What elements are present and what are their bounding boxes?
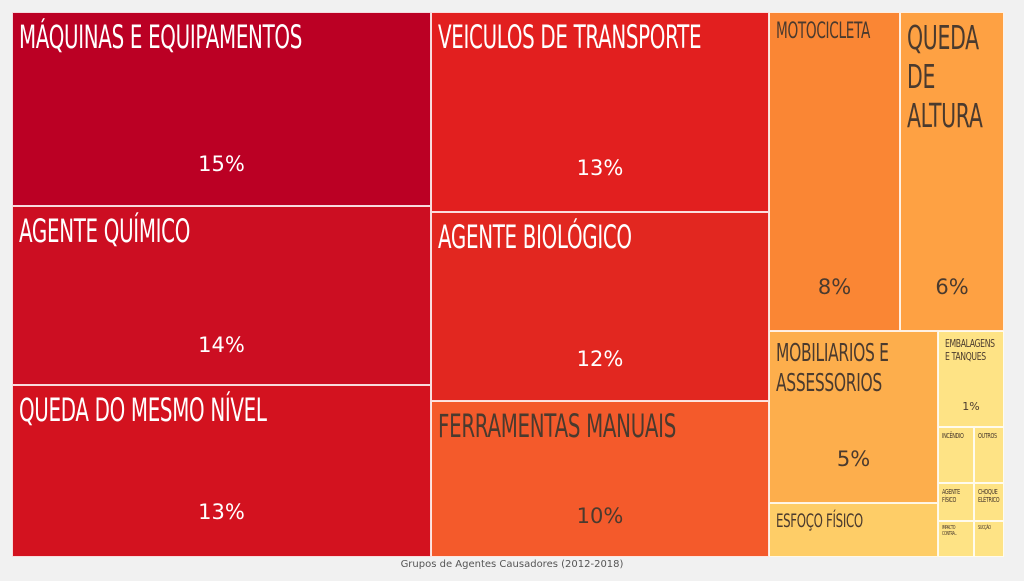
tile-value: 15% (198, 152, 245, 176)
tile-label: MOBILIARIOS E ASSESSORIOS (776, 338, 889, 397)
tile-agente-biologico: AGENTE BIOLÓGICO 12% (431, 212, 769, 401)
tile-label: AGENTE FÍSICO (942, 488, 960, 505)
tile-value: 13% (198, 500, 245, 524)
tile-queda-de-altura: QUEDA DE ALTURA 6% (900, 12, 1004, 331)
tile-motocicleta: MOTOCICLETA 8% (769, 12, 900, 331)
tile-label: EMBALAGENS E TANQUES (945, 337, 995, 363)
tile-embalagens-e-tanques: EMBALAGENS E TANQUES 1% (938, 331, 1004, 427)
tile-label: IMPACTO CONTRA... (942, 525, 957, 537)
tile-veiculos-de-transporte: VEICULOS DE TRANSPORTE 13% (431, 12, 769, 212)
tile-incendio: INCÊNDIO (938, 427, 974, 483)
tile-impacto-contra: IMPACTO CONTRA... (938, 521, 974, 557)
tile-choque-eletrico: CHOQUE ELÉTRICO (974, 483, 1004, 521)
tile-label: AGENTE QUÍMICO (19, 212, 191, 250)
tile-queda-do-mesmo-nivel: QUEDA DO MESMO NÍVEL 13% (12, 385, 431, 557)
tile-ferramentas-manuais: FERRAMENTAS MANUAIS 10% (431, 401, 769, 557)
tile-label: VEICULOS DE TRANSPORTE (438, 18, 702, 56)
tile-succao: SUCÇÃO (974, 521, 1004, 557)
tile-value: 10% (576, 504, 624, 528)
tile-label: SUCÇÃO (978, 525, 991, 531)
tile-label: CHOQUE ELÉTRICO (978, 488, 1000, 505)
tile-label: QUEDA DE ALTURA (907, 18, 983, 135)
tile-label: QUEDA DO MESMO NÍVEL (19, 391, 267, 429)
tile-agente-quimico: AGENTE QUÍMICO 14% (12, 206, 431, 385)
tile-label: AGENTE BIOLÓGICO (438, 218, 632, 256)
tile-value: 8% (817, 275, 852, 299)
tile-value: 5% (836, 447, 871, 471)
tile-maquinas-e-equipamentos: MÁQUINAS E EQUIPAMENTOS 15% (12, 12, 431, 206)
tile-label: MÁQUINAS E EQUIPAMENTOS (19, 18, 302, 56)
treemap-chart: MÁQUINAS E EQUIPAMENTOS 15% AGENTE QUÍMICO… (12, 12, 1004, 557)
tile-esfoco-fisico: ESFOÇO FÍSICO (769, 503, 938, 557)
tile-agente-fisico: AGENTE FÍSICO (938, 483, 974, 521)
tile-value: 12% (576, 347, 624, 371)
tile-label: ESFOÇO FÍSICO (776, 510, 863, 532)
tile-label: FERRAMENTAS MANUAIS (438, 407, 677, 445)
tile-value: 14% (198, 333, 245, 357)
tile-mobiliarios-e-assessorios: MOBILIARIOS E ASSESSORIOS 5% (769, 331, 938, 503)
tile-label: MOTOCICLETA (776, 19, 871, 44)
tile-value: 6% (935, 275, 969, 299)
chart-caption: Grupos de Agentes Causadores (2012-2018) (400, 559, 624, 570)
tile-value: 13% (576, 156, 624, 180)
tile-label: OUTROS (978, 432, 997, 440)
tile-label: INCÊNDIO (942, 432, 964, 440)
tile-value: 1% (962, 400, 980, 413)
tile-outros: OUTROS (974, 427, 1004, 483)
